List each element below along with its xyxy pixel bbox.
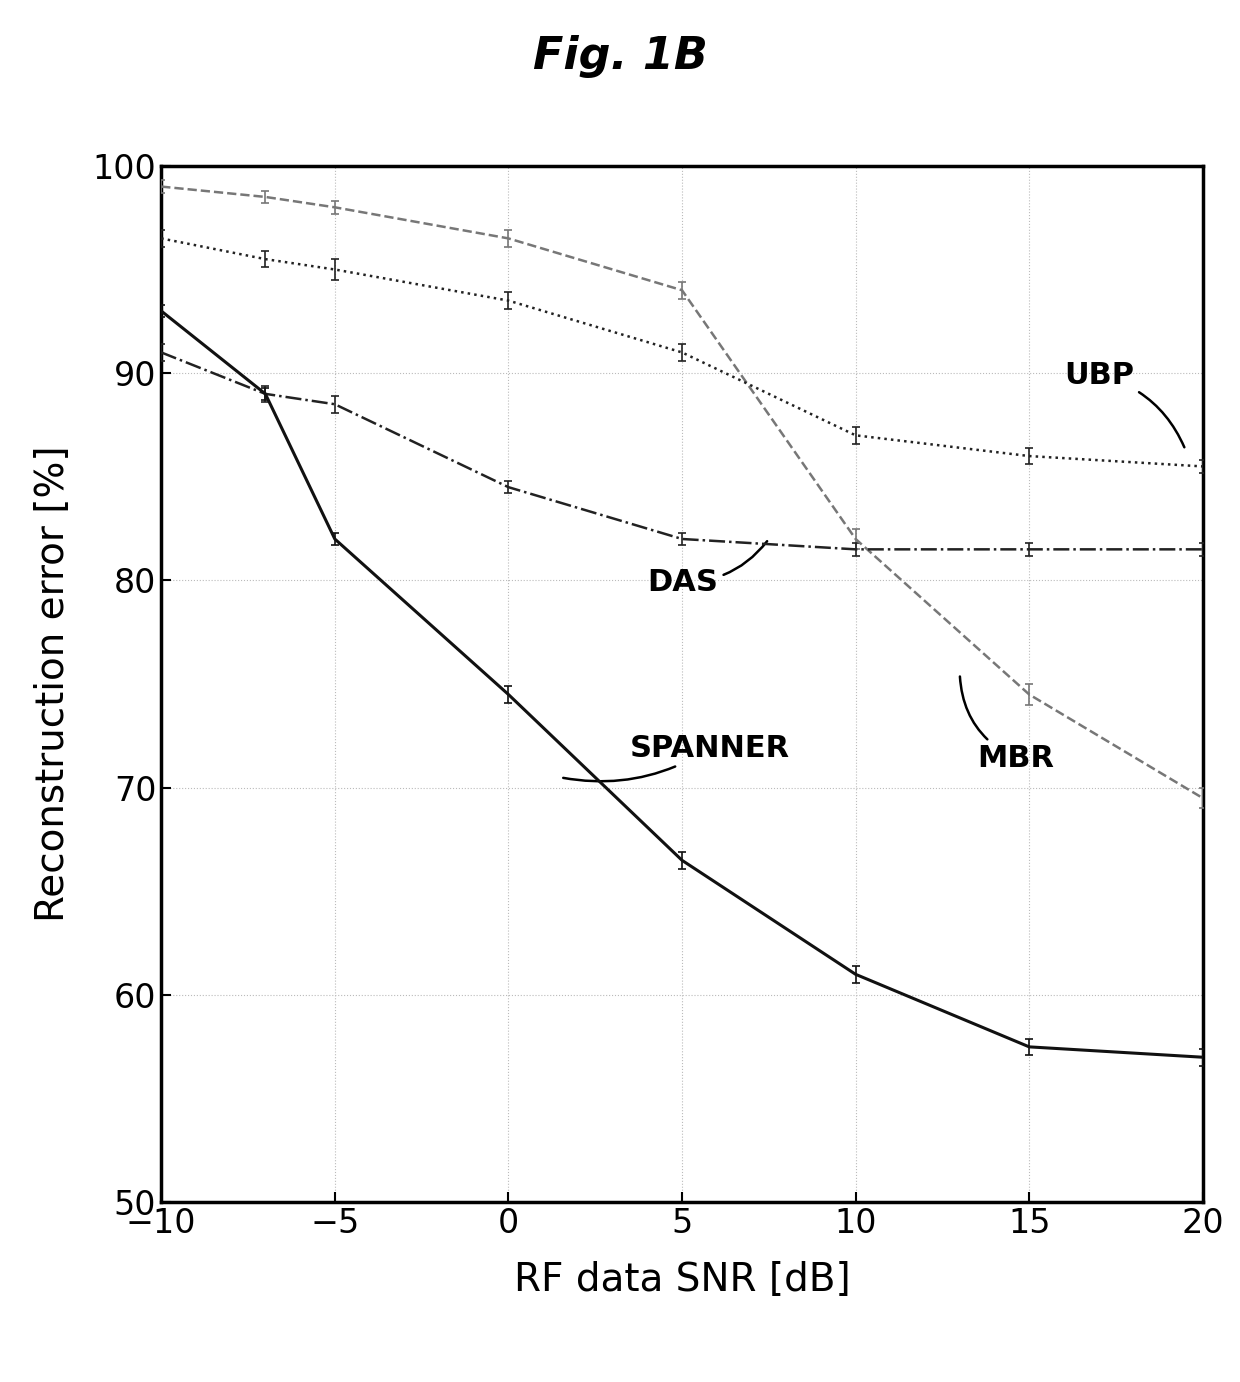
Text: MBR: MBR <box>960 677 1054 773</box>
Text: UBP: UBP <box>1064 361 1184 448</box>
Text: Fig. 1B: Fig. 1B <box>533 35 707 77</box>
Text: DAS: DAS <box>647 542 768 597</box>
X-axis label: RF data SNR [dB]: RF data SNR [dB] <box>513 1260 851 1299</box>
Y-axis label: Reconstruction error [%]: Reconstruction error [%] <box>33 446 72 922</box>
Text: SPANNER: SPANNER <box>563 734 790 781</box>
